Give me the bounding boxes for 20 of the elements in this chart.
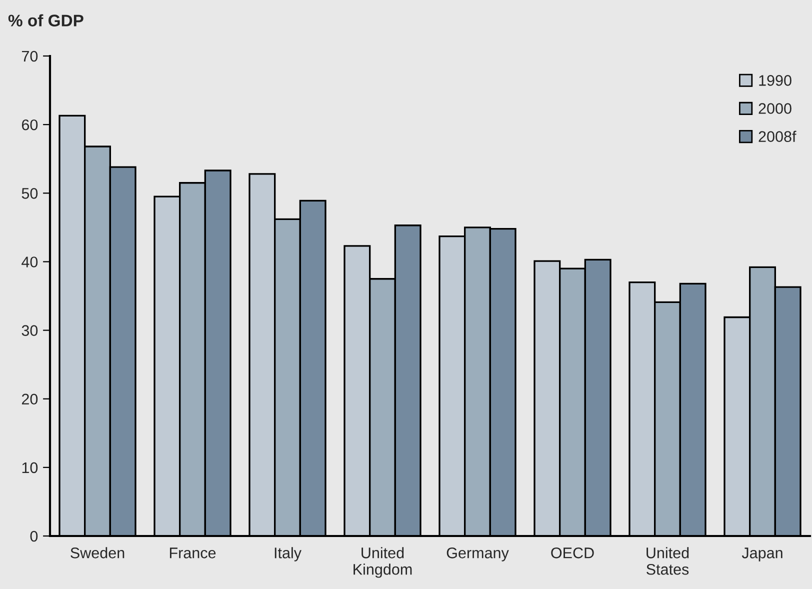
y-tick-label: 10 <box>22 462 38 474</box>
y-tick-label: 50 <box>22 188 38 199</box>
y-tick-label: 40 <box>22 256 38 268</box>
y-tick-label: 70 <box>22 50 38 62</box>
x-tick-label: Sweden <box>70 547 124 558</box>
x-tick-label: United Kingdom <box>354 547 412 578</box>
x-tick-label: Germany <box>446 548 509 562</box>
x-tick-label: United States <box>646 547 689 575</box>
x-tick-label: Italy <box>274 547 302 562</box>
x-tick-label: France <box>170 548 216 558</box>
legend-label: 2008f <box>758 130 796 142</box>
x-tick-label: OECD <box>551 548 594 558</box>
x-tick-label: Japan <box>742 548 782 562</box>
y-tick-label: 60 <box>22 119 38 130</box>
y-tick-label: 20 <box>22 394 38 405</box>
y-axis-title: % of GDP <box>8 14 84 26</box>
legend-label: 1990 <box>759 75 792 86</box>
y-tick-label: 0 <box>30 530 38 542</box>
legend-label: 2000 <box>758 103 792 114</box>
y-tick-label: 30 <box>22 325 38 336</box>
